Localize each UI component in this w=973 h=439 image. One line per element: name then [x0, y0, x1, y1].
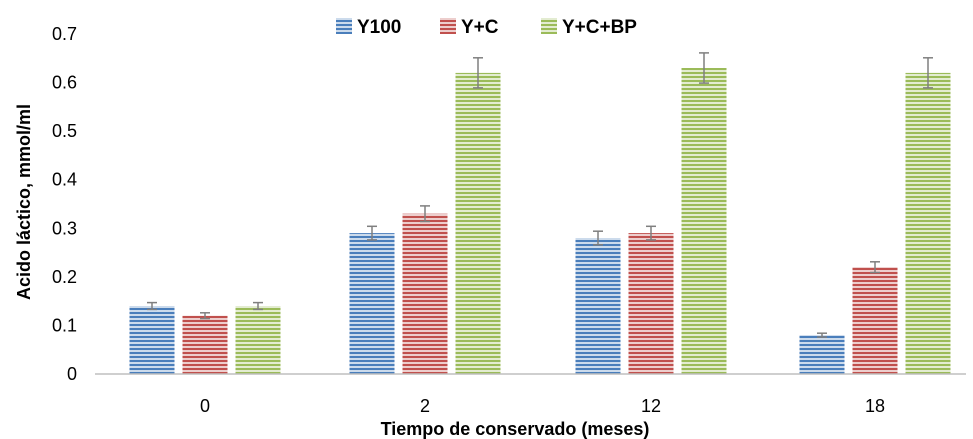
- error-bar-yc-18: [870, 261, 880, 274]
- bar-y100-0: [129, 306, 175, 374]
- bar-yc-0: [182, 315, 228, 374]
- y-tick-label: 0.5: [52, 121, 77, 141]
- legend-label-y100: Y100: [357, 17, 401, 38]
- error-bar-ycbp-12: [699, 52, 709, 84]
- legend-label-ycbp: Y+C+BP: [562, 17, 637, 38]
- error-bar-y100-18: [817, 332, 827, 338]
- error-bar-y100-2: [367, 225, 377, 241]
- x-tick-label-18: 18: [865, 396, 885, 416]
- x-axis-title: Tiempo de conservado (meses): [381, 419, 650, 439]
- error-bar-y100-0: [147, 301, 157, 311]
- y-axis-title: Acido láctico, mmol/ml: [14, 104, 34, 300]
- legend: Y100 Y+C Y+C+BP: [336, 17, 637, 38]
- legend-swatch-ycbp: [541, 18, 557, 34]
- y-tick-label: 0.2: [52, 267, 77, 287]
- bar-ycbp-12: [681, 68, 727, 374]
- error-bar-yc-2: [420, 205, 430, 223]
- error-bar-ycbp-0: [253, 301, 263, 311]
- x-tick-label-2: 2: [420, 396, 430, 416]
- legend-swatch-y100: [336, 18, 352, 34]
- y-tick-label: 0.1: [52, 315, 77, 335]
- error-bar-yc-0: [200, 312, 210, 320]
- y-tick-label: 0.3: [52, 218, 77, 238]
- legend-swatch-yc: [440, 18, 456, 34]
- y-tick-label: 0.6: [52, 73, 77, 93]
- bar-yc-12: [628, 233, 674, 374]
- x-tick-label-0: 0: [200, 396, 210, 416]
- y-tick-label: 0.7: [52, 24, 77, 44]
- bar-ycbp-0: [235, 306, 281, 374]
- bar-yc-18: [852, 267, 898, 374]
- bar-ycbp-18: [905, 72, 951, 375]
- error-bar-y100-12: [593, 230, 603, 246]
- y-axis-tick-labels: 0 0.1 0.2 0.3 0.4 0.5 0.6 0.7: [52, 24, 77, 384]
- y-tick-label: 0: [67, 364, 77, 384]
- bar-y100-2: [349, 233, 395, 374]
- y-tick-label: 0.4: [52, 170, 77, 190]
- x-axis-tick-labels: 0 2 12 18: [200, 396, 885, 416]
- x-tick-label-12: 12: [641, 396, 661, 416]
- bars: [129, 68, 951, 375]
- error-bar-yc-12: [646, 225, 656, 241]
- error-bar-ycbp-18: [923, 57, 933, 89]
- bar-y100-18: [799, 335, 845, 374]
- bar-yc-2: [402, 213, 448, 374]
- bar-y100-12: [575, 238, 621, 374]
- bar-ycbp-2: [455, 72, 501, 375]
- error-bar-ycbp-2: [473, 57, 483, 89]
- legend-label-yc: Y+C: [461, 17, 499, 38]
- error-bars: [147, 52, 933, 338]
